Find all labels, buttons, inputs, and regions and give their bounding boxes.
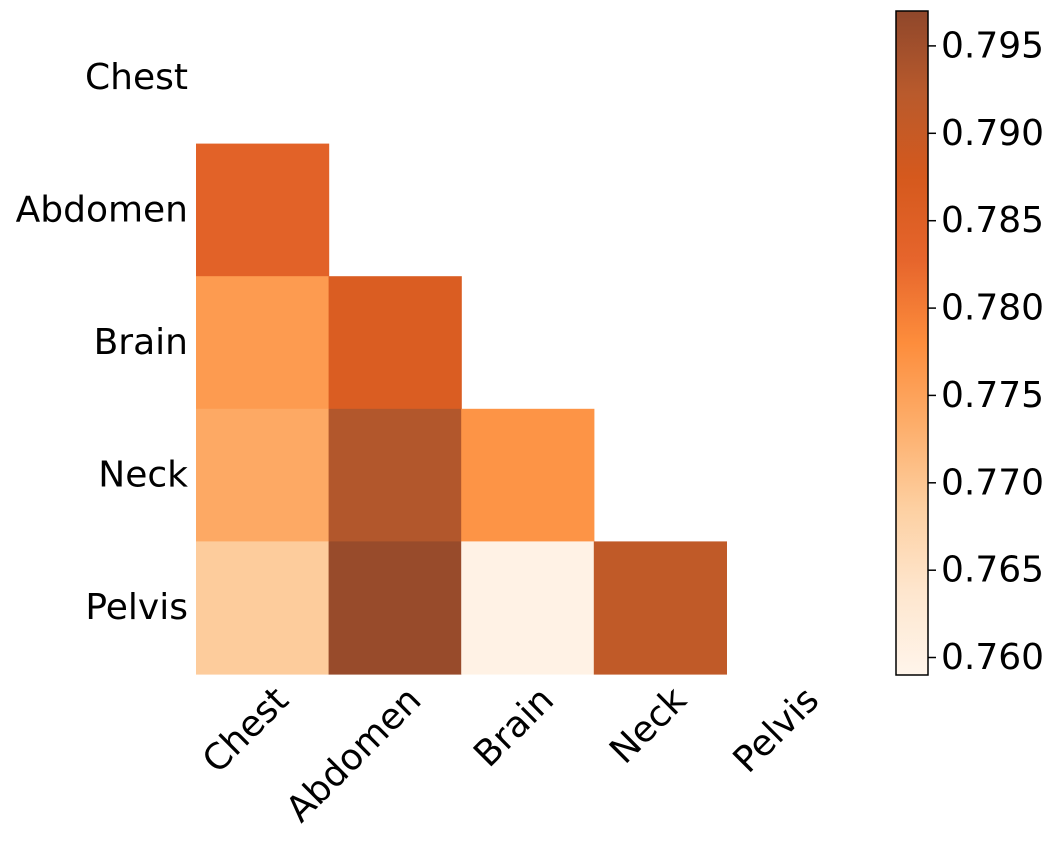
colorbar: 0.760 0.765 0.770 0.775 0.780 0.785 0.790 0.795 <box>895 10 1043 678</box>
column-label-chest: Chest <box>195 679 297 781</box>
column-label-pelvis: Pelvis <box>726 679 828 781</box>
row-labels: Chest Abdomen Brain Neck Pelvis <box>16 57 189 628</box>
colorbar-ticks: 0.760 0.765 0.770 0.775 0.780 0.785 0.790 0.795 <box>928 25 1043 678</box>
colorbar-tick-label: 0.770 <box>941 462 1043 503</box>
colorbar-gradient <box>895 10 929 676</box>
column-label-brain: Brain <box>466 679 562 775</box>
heatmap-cells <box>196 143 727 675</box>
column-label-neck: Neck <box>602 679 695 772</box>
heatmap-cell-neck-abdomen <box>328 408 462 542</box>
heatmap-cell-brain-chest <box>196 276 330 410</box>
row-label-pelvis: Pelvis <box>85 587 188 628</box>
colorbar-tick-label: 0.780 <box>941 288 1043 329</box>
heatmap-cell-pelvis-brain <box>461 541 595 675</box>
heatmap-cell-pelvis-abdomen <box>328 541 462 675</box>
row-label-abdomen: Abdomen <box>16 189 188 230</box>
colorbar-tick-label: 0.760 <box>941 637 1043 678</box>
column-label-abdomen: Abdomen <box>278 679 429 830</box>
colorbar-tick-label: 0.765 <box>941 550 1043 591</box>
colorbar-tick-label: 0.785 <box>941 200 1043 241</box>
heatmap-cell-neck-brain <box>461 408 595 542</box>
colorbar-tick-label: 0.775 <box>941 375 1043 416</box>
colorbar-tick-label: 0.790 <box>941 113 1043 154</box>
colorbar-tick-label: 0.795 <box>941 25 1043 66</box>
heatmap-cell-neck-chest <box>196 408 330 542</box>
heatmap-cell-brain-abdomen <box>328 276 462 410</box>
row-label-chest: Chest <box>85 57 188 98</box>
row-label-brain: Brain <box>94 322 188 363</box>
heatmap-cell-pelvis-neck <box>593 541 727 675</box>
heatmap-cell-pelvis-chest <box>196 541 330 675</box>
row-label-neck: Neck <box>98 455 188 496</box>
heatmap-cell-abdomen-chest <box>196 143 330 277</box>
